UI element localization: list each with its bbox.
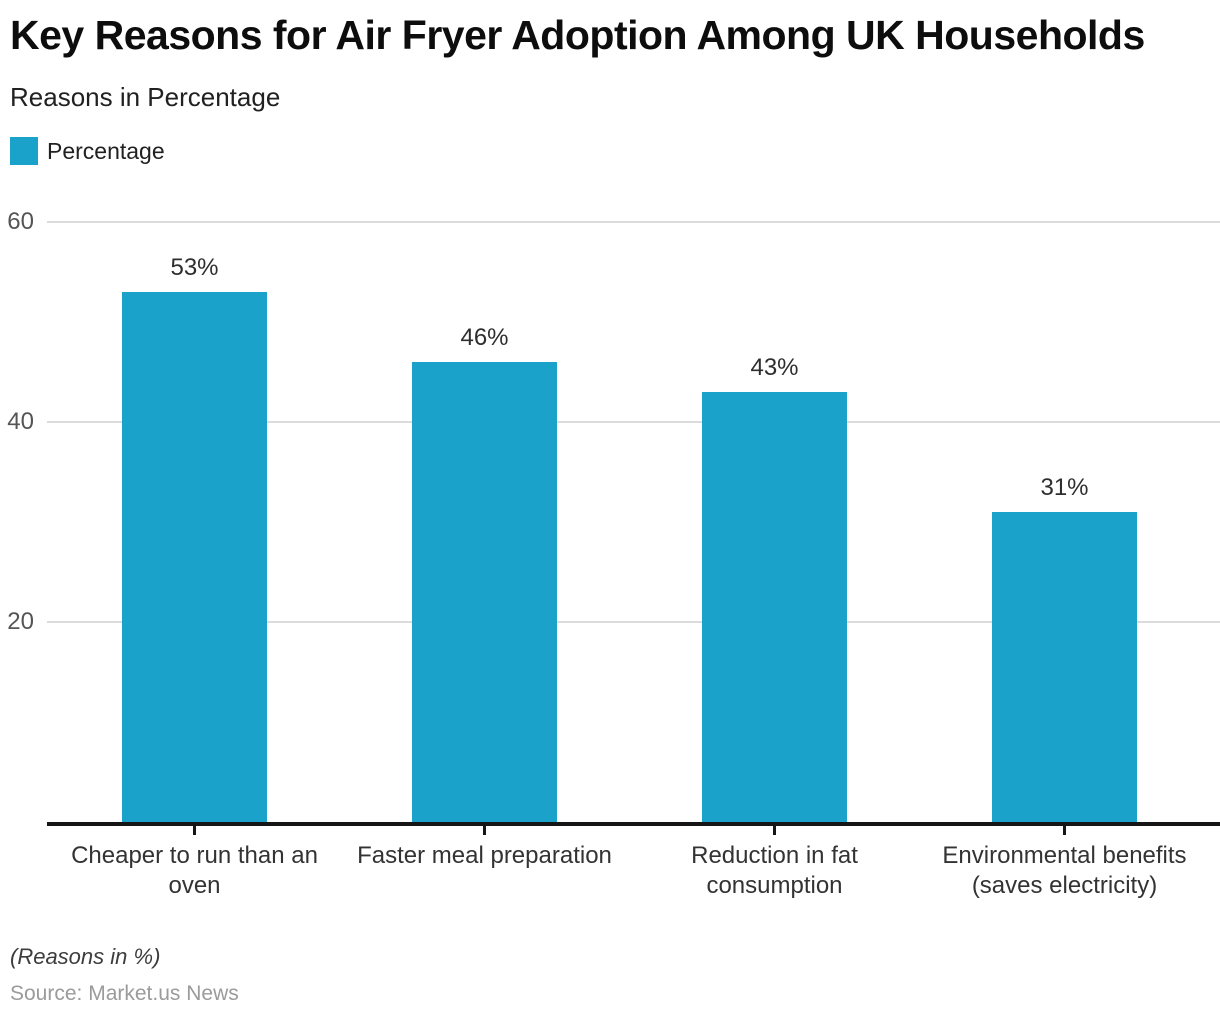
x-axis-tick	[773, 826, 776, 835]
source-attribution: Source: Market.us News	[10, 982, 239, 1005]
x-axis-tick	[483, 826, 486, 835]
category-label: Reduction in fat consumption	[691, 842, 858, 899]
y-axis-tick-label: 40	[7, 408, 34, 435]
bar-4[interactable]	[992, 512, 1137, 822]
category-label: Cheaper to run than an oven	[71, 842, 318, 899]
bar-1[interactable]	[122, 292, 267, 822]
bar-value-label: 46%	[460, 324, 509, 351]
legend-swatch-icon	[10, 137, 38, 165]
gridline-y40	[47, 421, 1220, 423]
chart-footnote: (Reasons in %)	[10, 944, 161, 969]
y-axis-tick-label: 60	[7, 208, 34, 235]
legend-item-percentage[interactable]: Percentage	[10, 137, 165, 165]
legend-label: Percentage	[47, 137, 165, 164]
y-axis-tick-label: 20	[7, 608, 34, 635]
bar-value-label: 31%	[1040, 474, 1089, 501]
bar-2[interactable]	[412, 362, 557, 822]
x-axis-line	[47, 822, 1220, 826]
category-label: Environmental benefits (saves electricit…	[942, 842, 1187, 899]
category-label: Faster meal preparation	[357, 842, 612, 869]
bar-value-label: 43%	[750, 354, 799, 381]
chart-title: Key Reasons for Air Fryer Adoption Among…	[10, 12, 1145, 58]
x-axis-tick	[1063, 826, 1066, 835]
chart-subtitle: Reasons in Percentage	[10, 82, 281, 112]
x-axis-tick	[193, 826, 196, 835]
bar-3[interactable]	[702, 392, 847, 822]
gridline-y20	[47, 621, 1220, 623]
gridline-y60	[47, 221, 1220, 223]
bar-value-label: 53%	[170, 254, 219, 281]
